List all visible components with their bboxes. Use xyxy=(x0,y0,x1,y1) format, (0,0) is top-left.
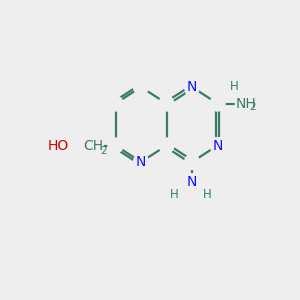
Circle shape xyxy=(210,138,225,153)
Circle shape xyxy=(134,154,148,169)
Text: H: H xyxy=(169,188,178,202)
Circle shape xyxy=(134,80,148,94)
Text: H: H xyxy=(202,188,211,202)
Text: 2: 2 xyxy=(250,102,256,112)
Text: N: N xyxy=(136,155,146,169)
Circle shape xyxy=(108,96,123,111)
Circle shape xyxy=(210,96,225,111)
Circle shape xyxy=(159,138,174,153)
Text: N: N xyxy=(187,175,197,188)
Text: HO: HO xyxy=(48,139,69,152)
Text: 2: 2 xyxy=(100,146,106,156)
Text: CH: CH xyxy=(83,139,103,152)
Text: NH: NH xyxy=(236,97,256,110)
Text: H: H xyxy=(230,80,238,94)
Circle shape xyxy=(184,80,200,94)
Circle shape xyxy=(108,138,123,153)
Circle shape xyxy=(159,96,174,111)
Circle shape xyxy=(184,154,200,169)
Text: N: N xyxy=(212,139,223,152)
Text: N: N xyxy=(187,80,197,94)
